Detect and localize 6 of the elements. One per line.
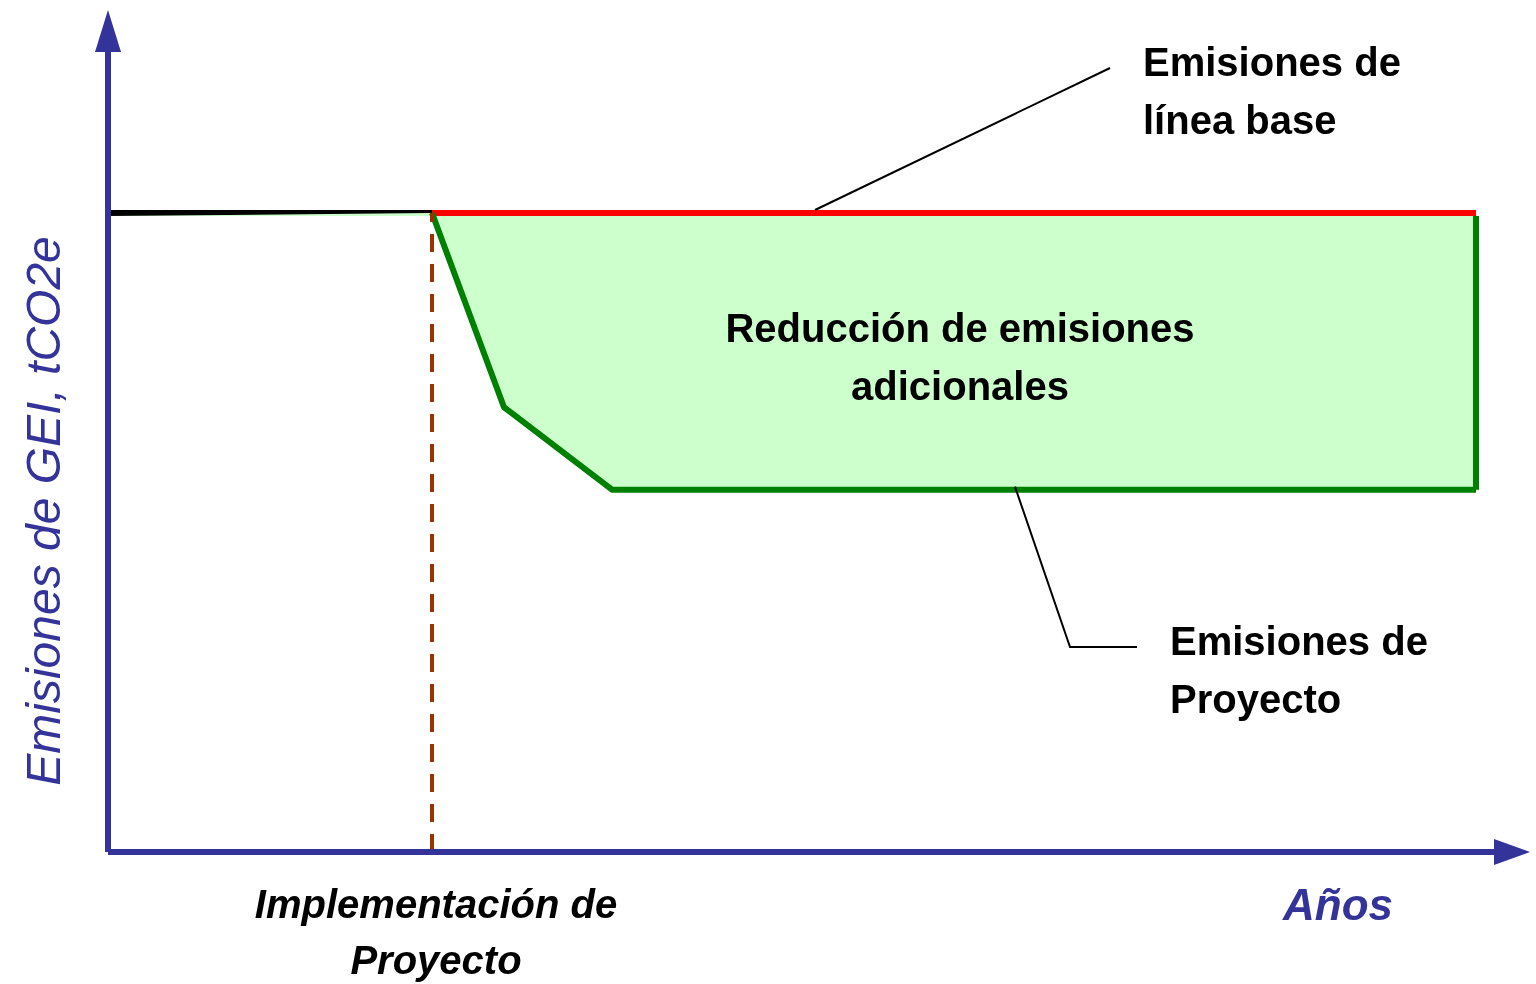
- text: Implementación de Proyecto: [254, 882, 618, 982]
- y-axis-title: Emisiones de GEI, tCO2e: [17, 236, 70, 786]
- series-label: Emisiones de línea base: [1143, 40, 1401, 142]
- text: Emisiones de Proyecto: [1170, 619, 1428, 721]
- x-axis-title: Años: [1282, 880, 1393, 929]
- annotation: Reducción de emisiones adicionales: [725, 306, 1195, 408]
